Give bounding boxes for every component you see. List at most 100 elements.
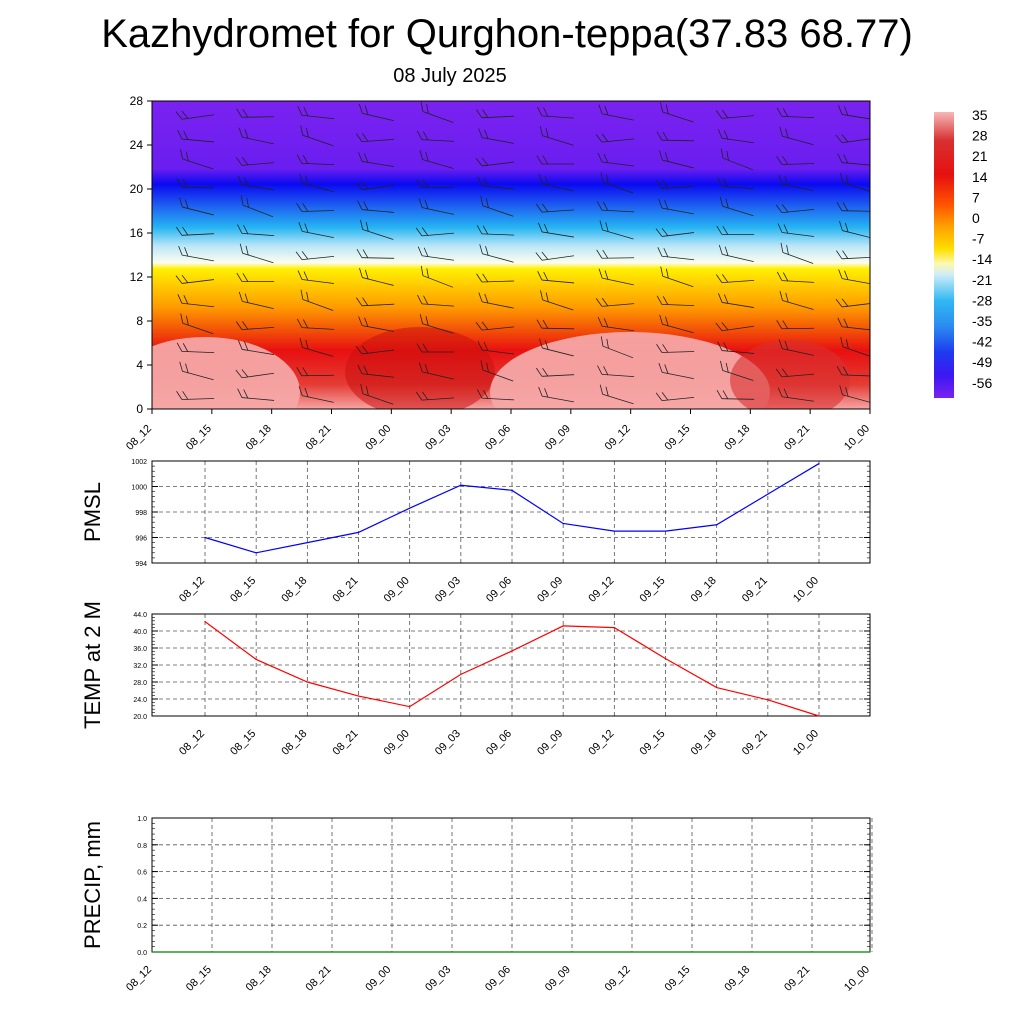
wind-barb [658, 362, 694, 380]
wind-barb [179, 361, 214, 381]
wind-barb [835, 134, 870, 144]
data-point [510, 951, 512, 953]
wind-barb [296, 318, 335, 330]
y-tick-label: 998 [135, 510, 147, 517]
colorbar-label: -49 [972, 354, 992, 370]
wind-barb [540, 290, 574, 311]
wind-barb [480, 360, 514, 382]
y-tick-label: 0.8 [137, 843, 147, 850]
wind-barb [836, 201, 870, 212]
wind-barb [359, 268, 394, 286]
data-point [562, 522, 564, 525]
data-point [460, 673, 462, 675]
x-tick-label: 08_15 [184, 964, 214, 994]
y-tick-label: 20.0 [133, 714, 147, 721]
wind-barb [776, 156, 815, 165]
wind-barb [415, 227, 455, 237]
panel-frame [151, 613, 871, 717]
wind-barb [417, 294, 455, 307]
data-point [271, 951, 273, 953]
wind-barb [660, 266, 694, 288]
wind-barb [419, 314, 454, 334]
colorbar-scale [934, 112, 954, 398]
section-y-axis: 0 4 8 12 16 20 24 28 [130, 94, 152, 416]
data-point [306, 542, 308, 544]
wind-barb [836, 366, 870, 377]
wind-barb [600, 172, 634, 194]
wind-barb [420, 265, 454, 288]
data-point [330, 951, 333, 953]
y-tick-label: 24 [130, 138, 144, 152]
wind-barb [480, 195, 514, 217]
wind-barb [538, 174, 574, 192]
wind-barb [538, 222, 574, 238]
wind-barb [777, 223, 815, 237]
y-tick-label: 0.6 [137, 870, 147, 877]
x-tick-label: 08_18 [244, 423, 274, 453]
wind-barb [779, 290, 814, 310]
wind-barb [656, 344, 695, 353]
data-point [630, 951, 632, 953]
wind-barb [659, 314, 694, 334]
wind-barb [355, 345, 395, 355]
wind-barb [478, 128, 514, 144]
wind-barb [300, 289, 334, 311]
x-tick-label: 09_12 [586, 575, 616, 605]
data-point [716, 524, 718, 526]
chart-title: Kazhydromet for Qurghon-teppa(37.83 68.7… [101, 12, 913, 56]
wind-barb [718, 244, 754, 263]
wind-barb [840, 336, 870, 358]
data-point [716, 686, 718, 689]
data-point [511, 489, 513, 491]
wind-barb [656, 179, 695, 189]
x-tick-label: 09_00 [363, 423, 393, 453]
y-tick-label: 0.2 [137, 923, 147, 930]
wind-barb [477, 340, 515, 355]
x-tick-label: 09_21 [740, 575, 770, 605]
colorbar-label: -7 [972, 231, 985, 247]
x-tick-label: 09_12 [603, 964, 633, 994]
x-tick-label: 08_15 [228, 728, 258, 758]
wind-barb [176, 391, 215, 400]
wind-barb [355, 181, 395, 191]
wind-barb [717, 177, 755, 190]
wind-barb [715, 274, 755, 283]
y-tick-label: 0.4 [137, 896, 147, 903]
y-tick-label: 4 [136, 358, 143, 372]
wind-barb [537, 106, 575, 119]
wind-barb [716, 389, 755, 400]
wind-barb [538, 386, 574, 403]
y-tick-label: 44.0 [133, 612, 147, 619]
wind-barb [479, 244, 514, 263]
y-tick-label: 40.0 [133, 629, 147, 636]
colorbar-label: 0 [972, 210, 980, 226]
x-tick-label: 09_03 [423, 423, 453, 453]
data-point [204, 536, 206, 539]
wind-barb [297, 270, 335, 284]
wind-barb [840, 172, 870, 193]
wind-barb [779, 126, 814, 146]
wind-barb [539, 338, 574, 357]
section-x-axis: 08_12 08_15 08_18 08_21 09_00 09_03 09_06 09_09… [124, 409, 872, 453]
wind-barb [419, 149, 454, 169]
wind-barb [719, 196, 754, 217]
data-point [357, 695, 360, 697]
colorbar-label: -14 [972, 251, 992, 267]
wind-barb [776, 271, 815, 283]
wind-barb [357, 364, 395, 378]
y-axis-label: PMSL [80, 482, 105, 542]
y-tick-label: 28 [130, 94, 144, 108]
data-point [211, 951, 213, 953]
wind-barb [355, 133, 395, 142]
x-tick-label: 09_18 [689, 728, 719, 758]
wind-barb [298, 221, 334, 239]
wind-barb [595, 133, 635, 143]
wind-barb [597, 316, 635, 332]
wind-barb [476, 109, 515, 119]
wind-barb [237, 175, 275, 191]
wind-barb [658, 198, 694, 215]
panel-frame [151, 817, 871, 953]
wind-barb [595, 297, 635, 307]
x-tick-label: 09_21 [740, 728, 770, 758]
